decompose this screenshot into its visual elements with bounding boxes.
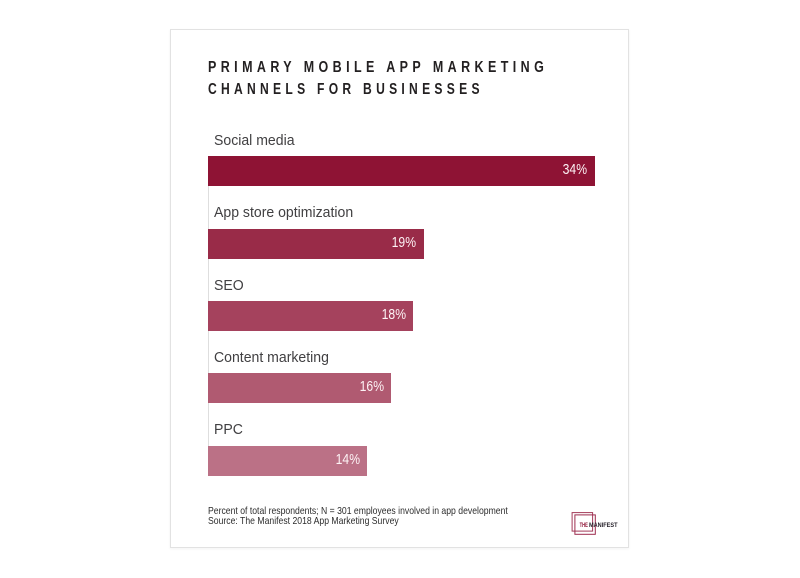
svg-text:MANIFEST: MANIFEST	[589, 522, 618, 529]
svg-text:THE: THE	[580, 522, 588, 529]
